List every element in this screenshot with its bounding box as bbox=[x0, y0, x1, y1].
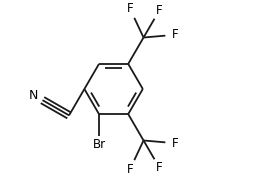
Text: Br: Br bbox=[92, 138, 106, 151]
Text: F: F bbox=[172, 28, 179, 41]
Text: N: N bbox=[29, 89, 38, 102]
Text: F: F bbox=[156, 4, 163, 17]
Text: F: F bbox=[156, 161, 163, 174]
Text: F: F bbox=[172, 137, 179, 150]
Text: F: F bbox=[127, 2, 133, 15]
Text: F: F bbox=[127, 163, 133, 176]
